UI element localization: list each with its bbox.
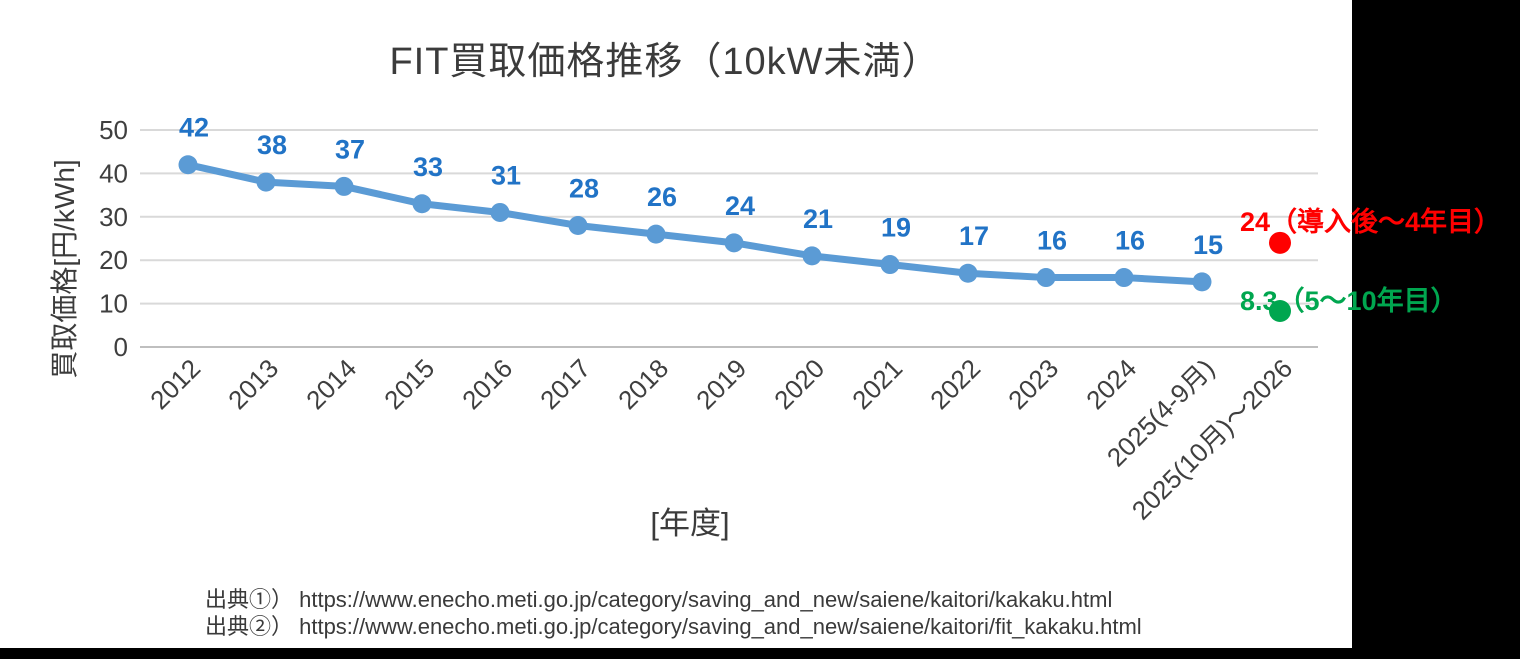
data-label: 17 xyxy=(959,221,989,251)
x-tick-label: 2019 xyxy=(690,353,752,415)
y-tick-label: 0 xyxy=(114,332,128,362)
data-point xyxy=(412,194,432,214)
y-tick-label: 40 xyxy=(99,158,128,188)
annotation-point xyxy=(1269,299,1291,322)
data-point xyxy=(802,246,822,266)
x-tick-label: 2016 xyxy=(456,353,518,415)
y-tick-label: 50 xyxy=(99,115,128,145)
data-label: 28 xyxy=(569,173,599,203)
data-point xyxy=(1114,268,1134,288)
data-point xyxy=(1192,272,1212,292)
data-label: 19 xyxy=(881,213,911,243)
x-axis-title: [年度] xyxy=(650,506,730,541)
source-line-1: 出典①） https://www.enecho.meti.go.jp/categ… xyxy=(205,587,1113,612)
series-line xyxy=(184,161,1206,286)
chart-title: FIT買取価格推移（10kW未満） xyxy=(389,41,941,83)
source-line-2: 出典②） https://www.enecho.meti.go.jp/categ… xyxy=(205,614,1142,639)
y-tick-label: 20 xyxy=(99,245,128,275)
data-label: 37 xyxy=(335,134,365,164)
data-label: 15 xyxy=(1193,230,1223,260)
data-point xyxy=(334,176,354,196)
y-tick-label: 10 xyxy=(99,289,128,319)
x-tick-label: 2024 xyxy=(1080,353,1142,415)
source-citations: 出典①） https://www.enecho.meti.go.jp/categ… xyxy=(205,586,1142,640)
data-point xyxy=(1036,268,1056,288)
data-point xyxy=(178,155,198,175)
black-bottom-bar xyxy=(0,648,1520,659)
data-label: 31 xyxy=(491,160,521,190)
annotation-green-label: 8.3（5〜10年目） xyxy=(1240,286,1458,316)
x-tick-label: 2014 xyxy=(300,353,362,415)
x-tick-label: 2013 xyxy=(222,353,284,415)
x-tick-label: 2023 xyxy=(1002,353,1064,415)
data-point xyxy=(724,233,744,253)
data-label: 24 xyxy=(725,191,755,221)
data-label: 16 xyxy=(1115,226,1145,256)
x-tick-label: 2017 xyxy=(534,353,596,415)
data-label: 21 xyxy=(803,204,833,234)
data-label: 42 xyxy=(179,113,209,143)
black-sidebar xyxy=(1352,0,1520,659)
data-label: 26 xyxy=(647,182,677,212)
x-tick-label: 2021 xyxy=(846,353,908,415)
data-point xyxy=(646,224,666,244)
data-point xyxy=(256,172,276,192)
y-tick-label: 30 xyxy=(99,202,128,232)
data-label: 33 xyxy=(413,152,443,182)
annotation-point xyxy=(1269,231,1291,254)
data-point xyxy=(958,263,978,283)
data-point xyxy=(568,215,588,235)
x-tick-label: 2015 xyxy=(378,353,440,415)
x-tick-label: 2022 xyxy=(924,353,986,415)
x-tick-label: 2020 xyxy=(768,353,830,415)
x-tick-label: 2018 xyxy=(612,353,674,415)
data-label: 38 xyxy=(257,130,287,160)
data-point xyxy=(490,202,510,222)
annotation-red-label: 24（導入後〜4年目） xyxy=(1240,207,1502,237)
x-tick-label: 2012 xyxy=(144,353,206,415)
data-label: 16 xyxy=(1037,226,1067,256)
data-point xyxy=(880,255,900,275)
